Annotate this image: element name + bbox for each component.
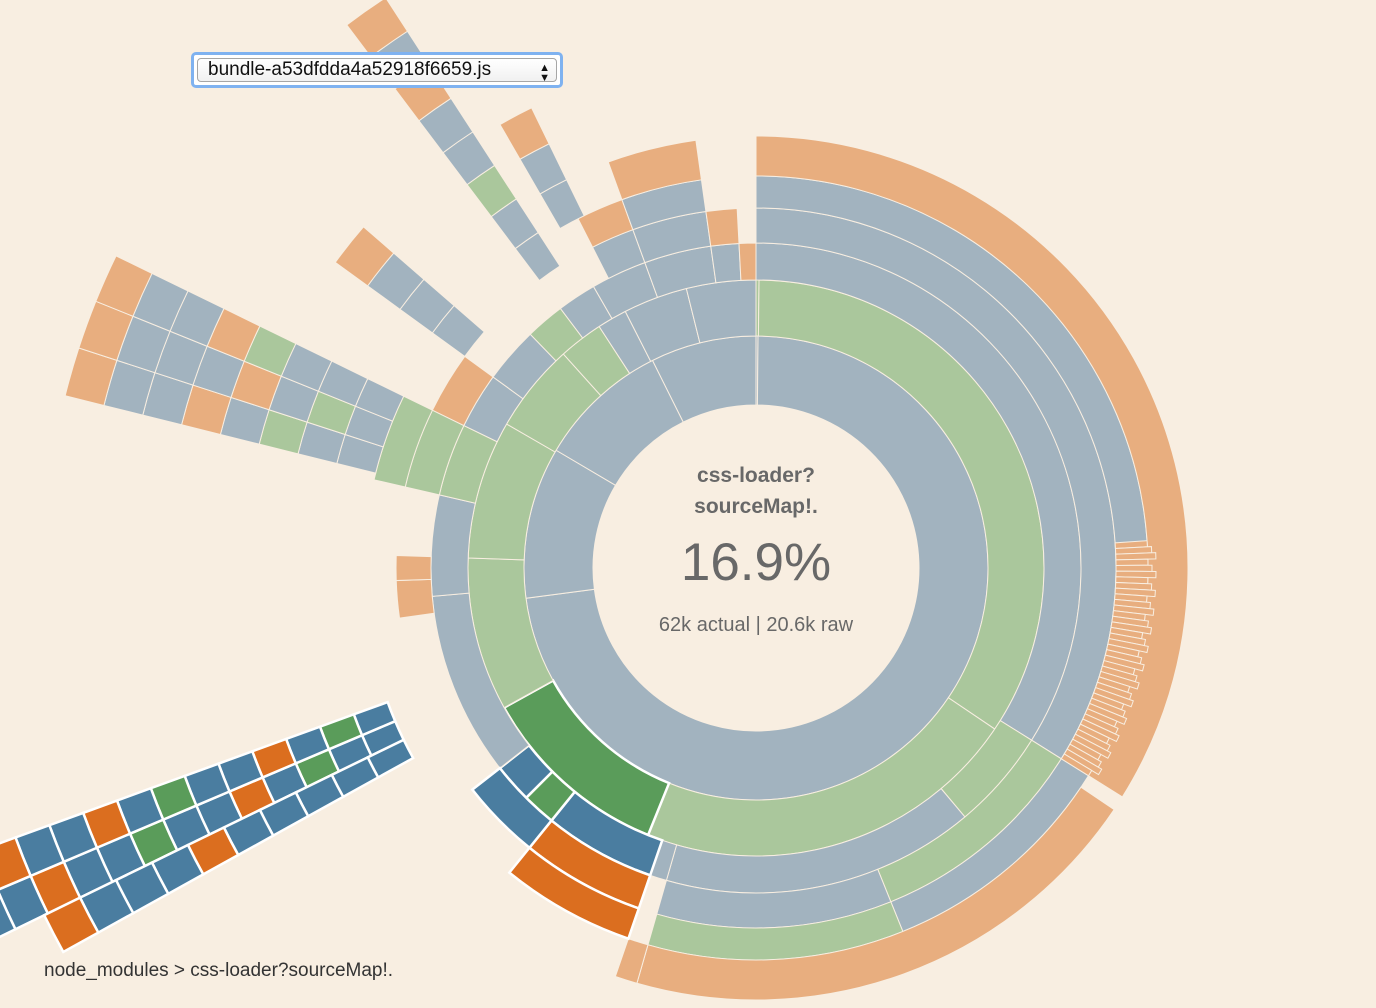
sunburst-segment-d3-16[interactable] [710,242,742,284]
right-sliver-4[interactable] [1115,564,1153,572]
sunburst-outer-segment-21[interactable] [607,139,703,201]
sunburst-outer-segment-11[interactable] [470,766,554,850]
sunburst-outer-segment-22[interactable] [705,207,740,247]
select-arrows-icon: ▲ ▼ [539,62,550,84]
left-dark-fan-b-11[interactable] [0,835,33,891]
right-sliver-39[interactable] [1060,753,1093,777]
sunburst-outer-segment-16[interactable] [431,355,494,427]
center-percentage: 16.9% [680,533,832,592]
sunburst-outer-segment-10[interactable] [507,846,641,941]
left-dark-fan-c-9[interactable] [42,895,100,954]
sunburst-outer-segment-12[interactable] [395,578,435,619]
center-title-line-1: css-loader? [697,464,815,487]
left-dark-fan-a-12[interactable] [0,890,18,945]
bundle-select-value: bundle-a53dfdda4a52918f6659.js [208,59,492,80]
sunburst-outer-segment-13[interactable] [395,554,432,582]
sunburst-segment-d3-8[interactable] [430,494,476,597]
right-sliver-2[interactable] [1115,552,1157,561]
sunburst-outer-segment-23[interactable] [755,135,1189,798]
center-module-name: css-loader? sourceMap!. [606,460,906,522]
center-title-line-2: sourceMap!. [694,495,818,518]
center-size-info: 62k actual | 20.6k raw [658,614,854,636]
left-fan-d-3[interactable] [334,226,395,287]
bundle-select-focus-ring: bundle-a53dfdda4a52918f6659.js ▲ ▼ [191,52,563,88]
top-fan-b-2[interactable] [499,107,550,160]
breadcrumb: node_modules > css-loader?sourceMap!. [44,960,394,981]
sunburst-segment-d3-17[interactable] [738,242,757,281]
left-fan-c-7[interactable] [95,255,153,317]
right-sliver-3[interactable] [1115,558,1149,566]
bundle-select[interactable]: bundle-a53dfdda4a52918f6659.js ▲ ▼ [197,58,557,84]
